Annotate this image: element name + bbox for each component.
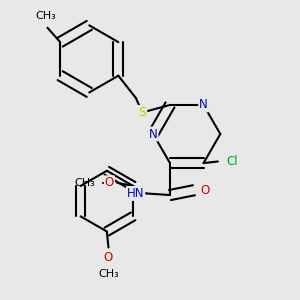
Text: CH₃: CH₃ — [98, 269, 119, 279]
Text: Cl: Cl — [226, 155, 238, 168]
Text: O: O — [200, 184, 210, 197]
Text: N: N — [149, 128, 158, 140]
Text: N: N — [199, 98, 208, 112]
Text: O: O — [105, 176, 114, 189]
Text: O: O — [104, 251, 113, 264]
Text: HN: HN — [127, 187, 144, 200]
Text: S: S — [138, 106, 146, 119]
Text: CH₃: CH₃ — [75, 178, 95, 188]
Text: CH₃: CH₃ — [35, 11, 56, 21]
